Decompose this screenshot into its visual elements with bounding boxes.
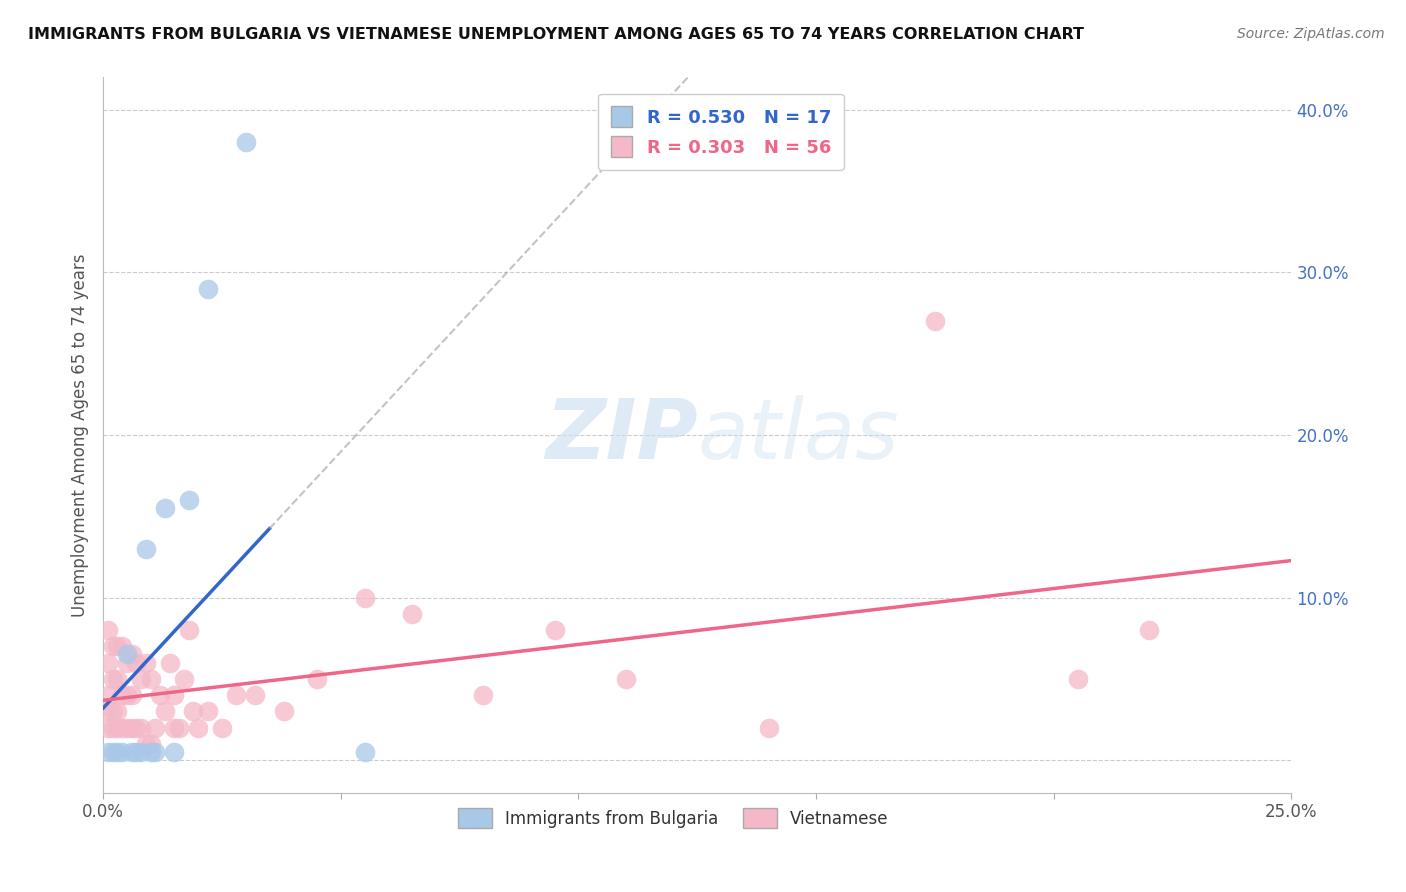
Point: [97, 656, 120, 670]
Text: ZIP: ZIP: [544, 394, 697, 475]
Point: [115, 656, 138, 670]
Point: [97, 721, 120, 735]
Legend: Immigrants from Bulgaria, Vietnamese: Immigrants from Bulgaria, Vietnamese: [451, 802, 896, 834]
Point: [135, 656, 157, 670]
Text: atlas: atlas: [697, 394, 898, 475]
Point: [97, 623, 120, 637]
Point: [105, 745, 128, 759]
Point: [101, 640, 124, 654]
Point: [125, 721, 148, 735]
Point: [167, 721, 190, 735]
Point: [163, 721, 186, 735]
Point: [105, 721, 128, 735]
Point: [139, 672, 162, 686]
Point: [211, 721, 233, 735]
Point: [153, 501, 176, 516]
Point: [225, 688, 247, 702]
Point: [177, 623, 200, 637]
Point: [163, 745, 186, 759]
Point: [97, 705, 120, 719]
Point: [121, 648, 143, 662]
Point: [924, 314, 946, 328]
Point: [115, 721, 138, 735]
Point: [544, 623, 567, 637]
Point: [105, 705, 128, 719]
Point: [135, 541, 157, 556]
Point: [111, 721, 134, 735]
Point: [472, 688, 495, 702]
Point: [111, 745, 134, 759]
Text: IMMIGRANTS FROM BULGARIA VS VIETNAMESE UNEMPLOYMENT AMONG AGES 65 TO 74 YEARS CO: IMMIGRANTS FROM BULGARIA VS VIETNAMESE U…: [28, 27, 1084, 42]
Point: [183, 705, 205, 719]
Point: [305, 672, 328, 686]
Point: [145, 721, 167, 735]
Point: [245, 688, 267, 702]
Point: [614, 672, 637, 686]
Point: [149, 688, 172, 702]
Point: [187, 721, 209, 735]
Point: [101, 705, 124, 719]
Point: [273, 705, 295, 719]
Point: [197, 282, 219, 296]
Point: [235, 136, 257, 150]
Point: [153, 705, 176, 719]
Point: [159, 656, 181, 670]
Point: [101, 672, 124, 686]
Point: [129, 672, 152, 686]
Point: [105, 640, 128, 654]
Point: [1066, 672, 1088, 686]
Point: [135, 737, 157, 751]
Point: [129, 745, 152, 759]
Point: [1137, 623, 1160, 637]
Point: [401, 607, 423, 621]
Y-axis label: Unemployment Among Ages 65 to 74 years: Unemployment Among Ages 65 to 74 years: [72, 253, 89, 616]
Point: [101, 745, 124, 759]
Point: [105, 672, 128, 686]
Point: [353, 591, 375, 605]
Point: [129, 721, 152, 735]
Point: [139, 737, 162, 751]
Point: [97, 745, 120, 759]
Point: [758, 721, 780, 735]
Point: [125, 745, 148, 759]
Point: [101, 721, 124, 735]
Point: [145, 745, 167, 759]
Point: [353, 745, 375, 759]
Point: [115, 688, 138, 702]
Text: Source: ZipAtlas.com: Source: ZipAtlas.com: [1237, 27, 1385, 41]
Point: [177, 493, 200, 508]
Point: [121, 688, 143, 702]
Point: [125, 656, 148, 670]
Point: [115, 648, 138, 662]
Point: [163, 688, 186, 702]
Point: [121, 745, 143, 759]
Point: [173, 672, 195, 686]
Point: [97, 688, 120, 702]
Point: [197, 705, 219, 719]
Point: [139, 745, 162, 759]
Point: [111, 640, 134, 654]
Point: [121, 721, 143, 735]
Point: [111, 688, 134, 702]
